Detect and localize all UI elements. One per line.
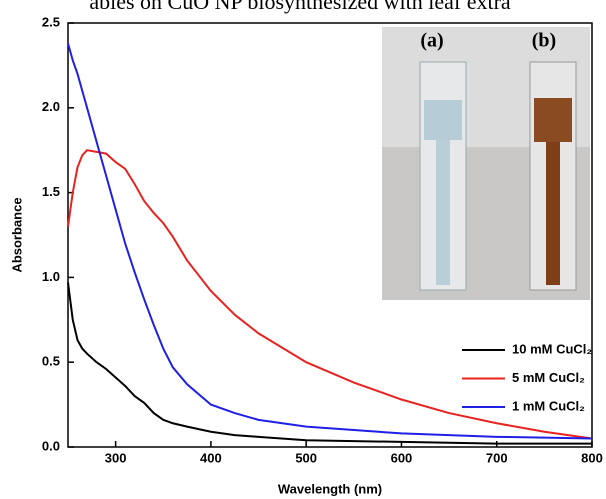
- x-tick-label: 800: [581, 450, 603, 465]
- y-tick-label: 2.0: [42, 99, 60, 114]
- series-line: [67, 149, 593, 440]
- x-tick-label: 600: [391, 450, 413, 465]
- series-line: [67, 43, 593, 440]
- legend-label: 5 mM CuCl₂: [512, 370, 585, 385]
- chart-title: ables on CuO NP biosynthesized with leaf…: [89, 0, 511, 14]
- legend-label: 1 mM CuCl₂: [512, 398, 585, 413]
- inset-label: (a): [420, 30, 443, 52]
- x-tick-label: 400: [200, 450, 222, 465]
- series-line: [67, 282, 592, 445]
- x-tick-label: 500: [295, 450, 317, 465]
- plot-frame: [67, 22, 593, 448]
- inset-label: (b): [532, 30, 556, 52]
- legend-label: 10 mM CuCl₂: [512, 341, 592, 356]
- y-tick-label: 2.5: [42, 14, 60, 29]
- inset-photo: [382, 27, 590, 300]
- x-tick-label: 300: [105, 450, 127, 465]
- y-tick-label: 0.0: [42, 438, 60, 453]
- y-tick-label: 1.5: [42, 184, 60, 199]
- x-tick-label: 700: [486, 450, 508, 465]
- y-axis-label: Absorbance: [9, 197, 24, 272]
- y-tick-label: 0.5: [42, 354, 60, 369]
- x-axis-label: Wavelength (nm): [278, 481, 382, 496]
- y-tick-label: 1.0: [42, 269, 60, 284]
